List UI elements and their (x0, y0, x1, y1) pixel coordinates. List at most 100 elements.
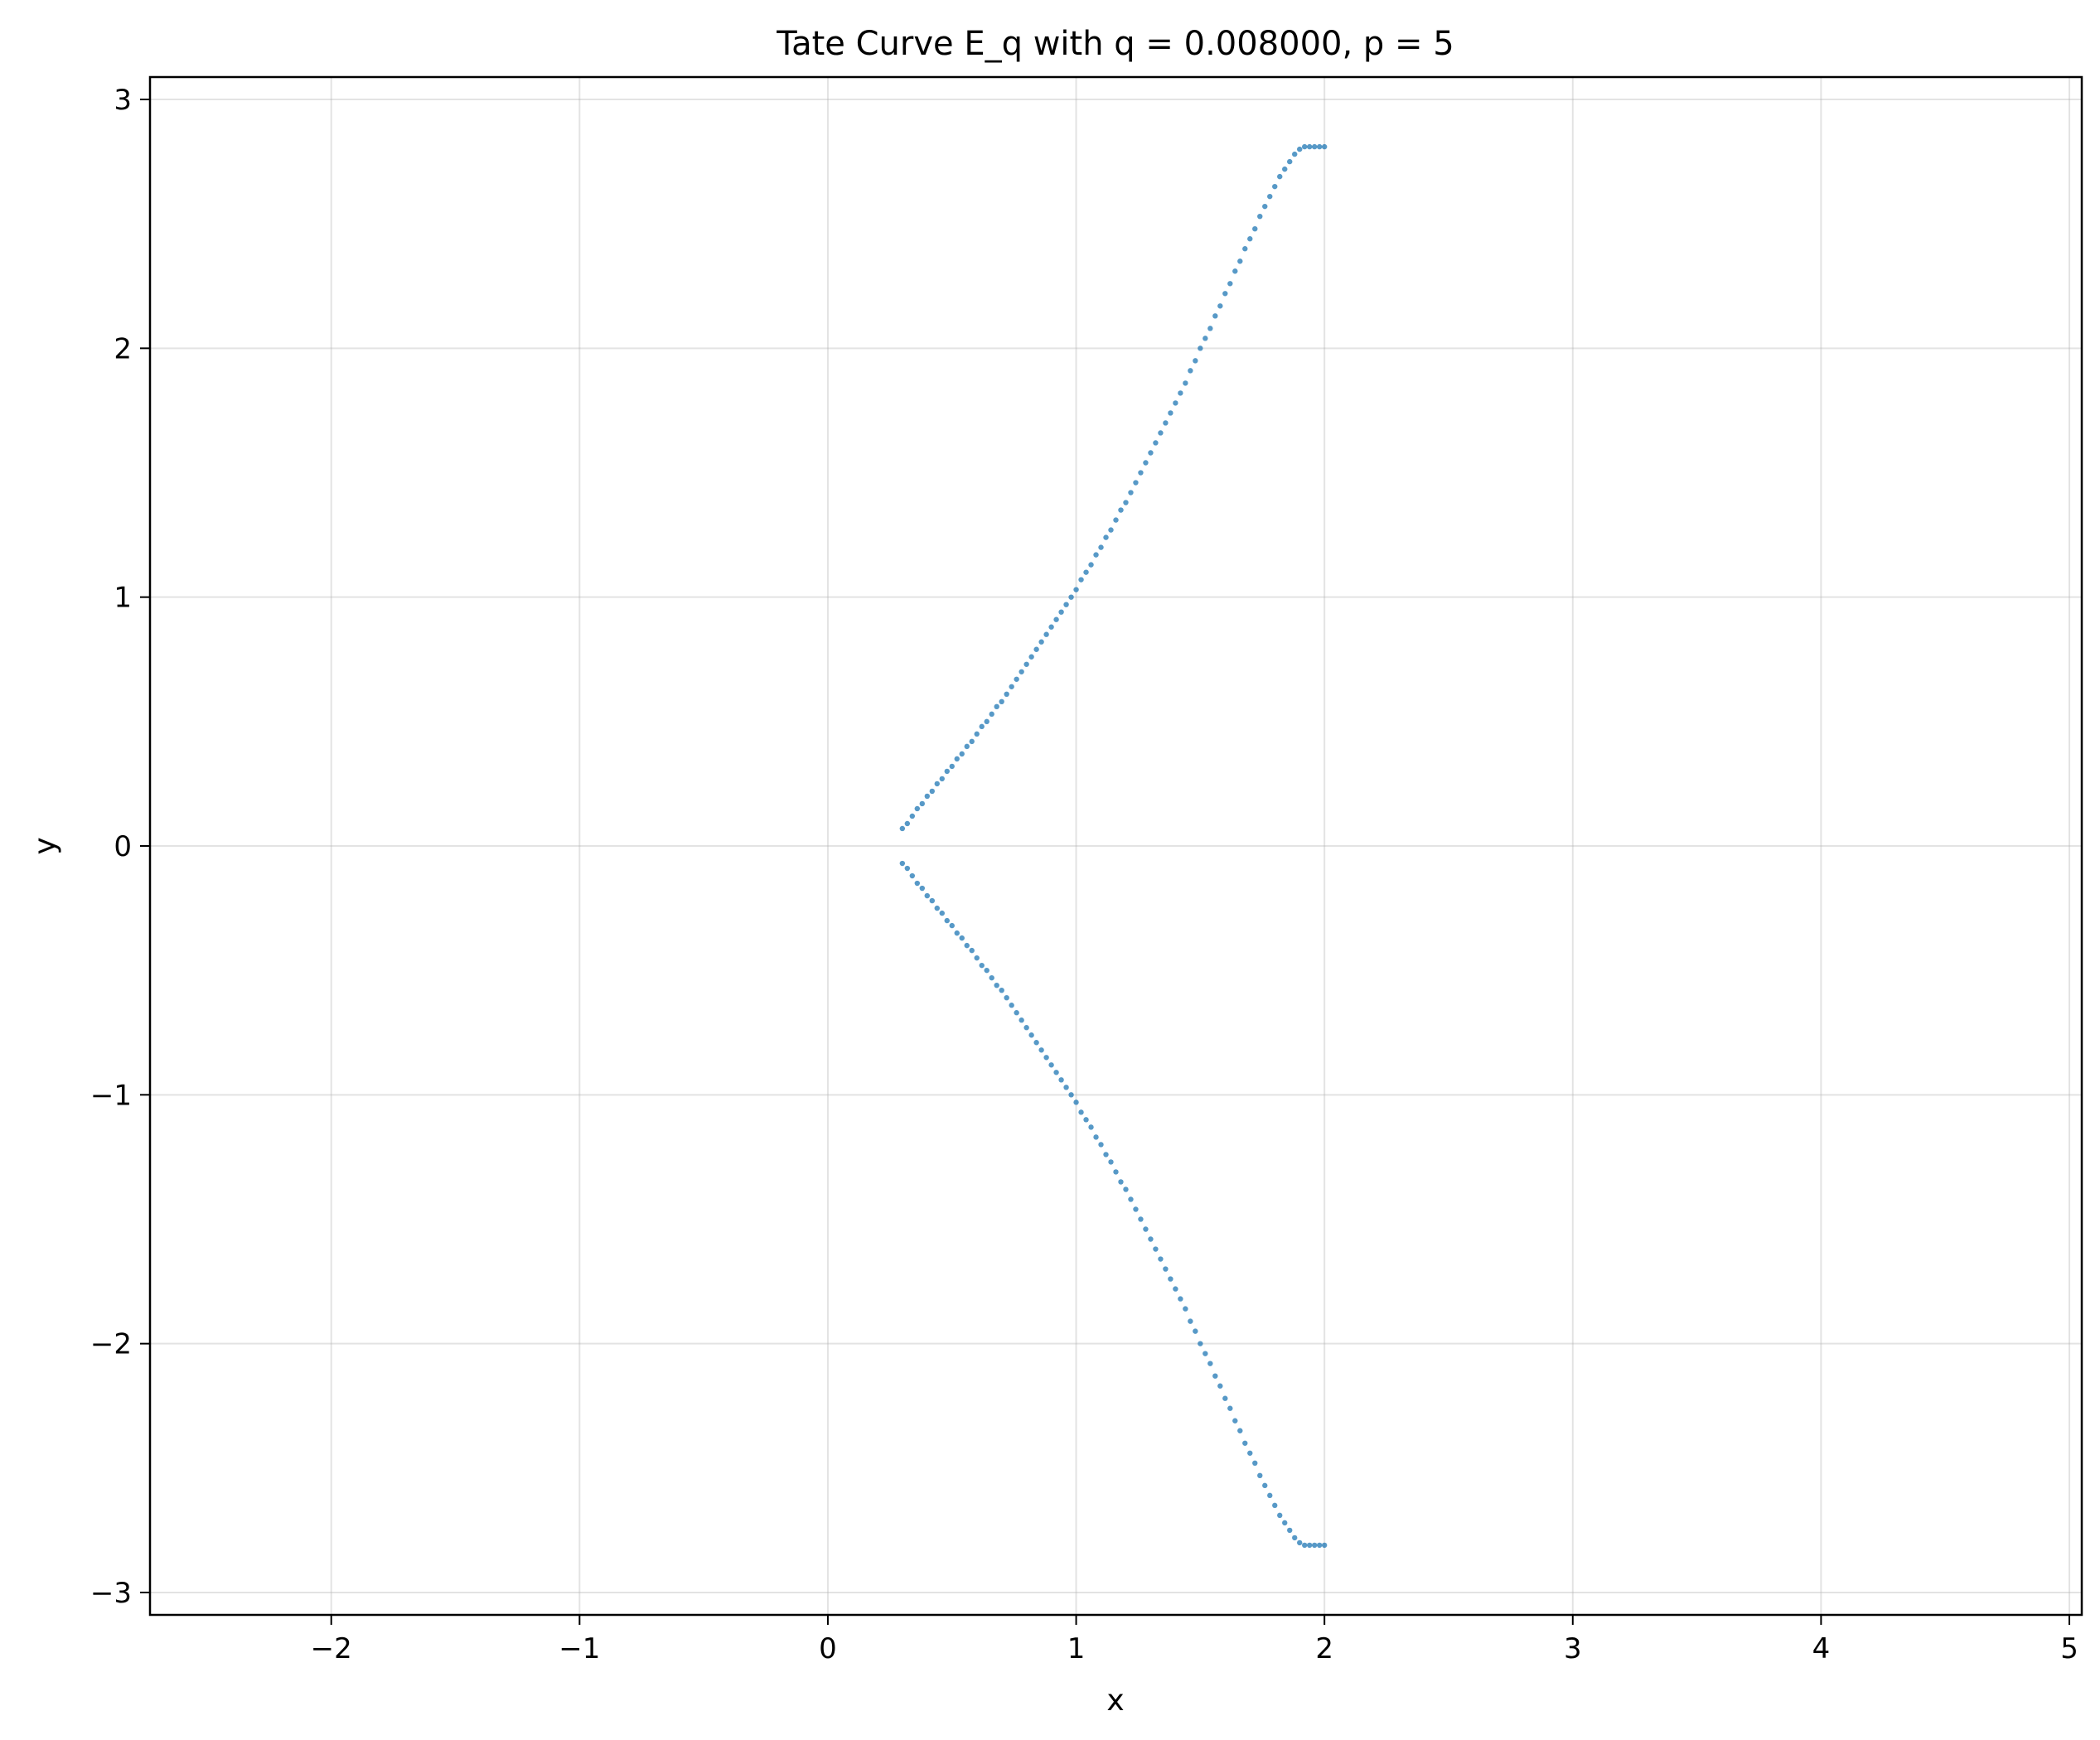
scatter-point (1188, 1318, 1193, 1324)
scatter-point (1133, 1206, 1139, 1212)
scatter-point (959, 751, 965, 757)
scatter-point (1237, 1428, 1243, 1433)
scatter-point (1287, 1527, 1293, 1534)
x-tick-label: 3 (1564, 1632, 1582, 1665)
scatter-point (1292, 1535, 1298, 1541)
scatter-point (979, 962, 985, 969)
x-tick-label: 4 (1812, 1632, 1831, 1665)
scatter-point (1093, 552, 1099, 558)
scatter-point (1178, 1296, 1183, 1302)
scatter-point (1078, 577, 1084, 582)
x-tick-label: 5 (2060, 1632, 2078, 1665)
scatter-point (1198, 1341, 1203, 1346)
scatter-point (1188, 368, 1193, 374)
scatter-point (1143, 1226, 1149, 1232)
scatter-point (924, 793, 930, 800)
scatter-point (1103, 1152, 1109, 1158)
scatter-point (1023, 661, 1029, 667)
scatter-point (979, 723, 985, 730)
scatter-point (919, 885, 926, 892)
scatter-point (1153, 1246, 1159, 1252)
scatter-point (1068, 594, 1074, 600)
scatter-point (914, 805, 921, 812)
scatter-point (1237, 259, 1243, 264)
scatter-point (1158, 430, 1164, 436)
scatter-point (1108, 1159, 1114, 1165)
scatter-point (1302, 1542, 1308, 1549)
scatter-point (1193, 358, 1198, 364)
grid (150, 77, 2082, 1615)
scatter-point (1267, 1492, 1273, 1499)
y-tick-label: 0 (114, 830, 132, 863)
scatter-point (1048, 624, 1054, 630)
scatter-point (1178, 390, 1183, 396)
scatter-point (1198, 346, 1203, 351)
scatter-point (1078, 1109, 1084, 1115)
scatter-point (1292, 151, 1298, 157)
y-tick-label: −3 (90, 1577, 132, 1610)
scatter-point (1297, 1539, 1303, 1546)
scatter-point (1227, 281, 1233, 287)
scatter-point (1222, 1395, 1228, 1401)
scatter-point (1306, 143, 1313, 150)
scatter-point (1014, 676, 1019, 682)
scatter-point (1252, 225, 1258, 232)
scatter-point (944, 917, 950, 924)
scatter-point (1138, 470, 1144, 476)
scatter-point (934, 781, 940, 787)
scatter-point (984, 718, 990, 725)
scatter-point (929, 788, 935, 795)
scatter-point (974, 955, 980, 961)
scatter-point (1272, 183, 1278, 190)
scatter-point (1063, 602, 1069, 607)
scatter-point (1232, 268, 1238, 274)
scatter-point (1232, 1418, 1238, 1423)
scatter-point (1043, 631, 1049, 637)
scatter-point (1058, 1077, 1064, 1083)
scatter-point (1267, 193, 1273, 200)
scatter-point (924, 892, 930, 899)
scatter-point (1316, 143, 1323, 150)
scatter-point (1217, 1383, 1223, 1389)
scatter-point (1148, 1236, 1154, 1242)
scatter-point (1088, 1124, 1094, 1130)
scatter-point (909, 813, 916, 819)
scatter-point (899, 825, 906, 832)
x-tick-label: −2 (311, 1632, 352, 1665)
scatter-point (1153, 440, 1159, 446)
y-tick-label: 2 (114, 332, 132, 365)
scatter-point (1038, 639, 1044, 645)
y-axis-ticks: −3 −2 −1 0 1 2 3 (90, 84, 150, 1610)
scatter-point (1123, 500, 1129, 505)
scatter-points (899, 143, 1328, 1549)
scatter-point (939, 776, 945, 782)
scatter-point (1311, 143, 1318, 150)
scatter-point (904, 820, 911, 827)
scatter-point (1302, 143, 1308, 150)
scatter-point (929, 897, 935, 904)
scatter-point (1133, 480, 1139, 486)
y-tick-label: −2 (90, 1328, 132, 1361)
scatter-point (1306, 1542, 1313, 1549)
scatter-point (1202, 1351, 1208, 1356)
scatter-point (1257, 1472, 1263, 1479)
scatter-point (1009, 684, 1014, 689)
scatter-point (1242, 1440, 1248, 1446)
scatter-point (1183, 1306, 1188, 1312)
scatter-point (1028, 654, 1034, 660)
scatter-point (904, 865, 911, 872)
scatter-point (1073, 587, 1079, 592)
scatter-point (1028, 1032, 1034, 1038)
scatter-point (1048, 1062, 1054, 1068)
scatter-point (939, 910, 945, 916)
scatter-point (1168, 1276, 1173, 1282)
scatter-point (1023, 1025, 1029, 1031)
scatter-point (1212, 1373, 1218, 1379)
scatter-point (934, 905, 940, 911)
scatter-point (1173, 400, 1178, 406)
scatter-point (1168, 410, 1173, 416)
scatter-point (1212, 313, 1218, 319)
scatter-point (1173, 1286, 1178, 1292)
scatter-point (969, 947, 975, 954)
